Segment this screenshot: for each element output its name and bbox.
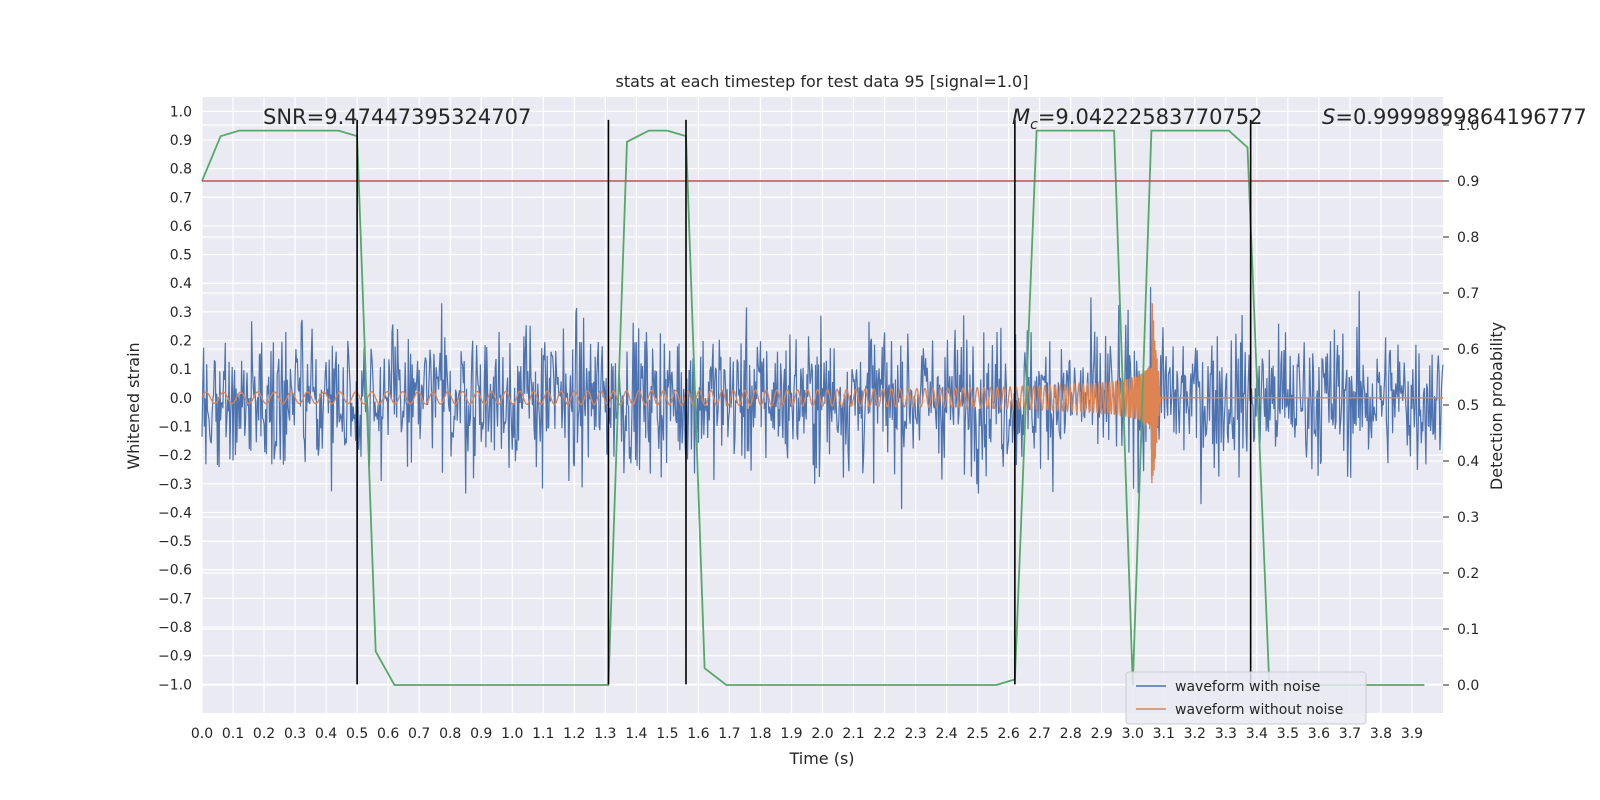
y-tick-label: 0.9	[170, 133, 192, 149]
x-tick-label: 0.4	[315, 726, 337, 742]
x-tick-label: 1.6	[687, 726, 709, 742]
x-tick-label: 0.5	[346, 726, 368, 742]
x-tick-label: 0.3	[284, 726, 306, 742]
x-tick-label: 1.1	[532, 726, 554, 742]
x-tick-label: 2.1	[842, 726, 864, 742]
y-tick-label: 0.2	[170, 334, 192, 350]
y-tick-label: 0.0	[170, 391, 192, 407]
x-tick-label: 3.4	[1246, 726, 1268, 742]
x-tick-label: 2.0	[811, 726, 833, 742]
x-tick-label: 0.9	[470, 726, 492, 742]
y-tick-label: −0.4	[158, 505, 192, 521]
x-tick-label: 3.7	[1339, 726, 1361, 742]
x-tick-label: 3.9	[1401, 726, 1423, 742]
mc-symbol: M	[1012, 105, 1030, 129]
snr-annotation: SNR=9.47447395324707	[263, 105, 531, 129]
y2-tick-label: 1.0	[1457, 118, 1479, 134]
legend: waveform with noise waveform without noi…	[1125, 671, 1367, 725]
mc-subscript: c	[1030, 117, 1038, 133]
x-axis-label: Time (s)	[788, 749, 854, 768]
x-tick-label: 3.6	[1308, 726, 1330, 742]
y2-axis-label: Detection probability	[1487, 322, 1506, 490]
x-tick-label: 2.9	[1091, 726, 1113, 742]
y-tick-label: 0.8	[170, 162, 192, 178]
y-tick-label: −0.7	[158, 591, 192, 607]
x-tick-label: 1.3	[594, 726, 616, 742]
y-tick-label: 0.5	[170, 248, 192, 264]
s-value: =0.9999899864196777	[1335, 105, 1586, 129]
y2-ticks: 1.0 0.9 0.8 0.7 0.6 0.5 0.4 0.3 0.2 0.1 0.0	[1443, 118, 1479, 694]
y-axis-label: Whitened strain	[124, 342, 143, 469]
s-symbol: S	[1322, 105, 1335, 129]
y-tick-label: 0.7	[170, 190, 192, 206]
x-tick-label: 1.8	[749, 726, 771, 742]
y2-tick-label: 0.5	[1457, 398, 1479, 414]
x-tick-label: 3.5	[1277, 726, 1299, 742]
x-tick-label: 1.5	[656, 726, 678, 742]
x-tick-label: 2.2	[873, 726, 895, 742]
x-tick-label: 2.5	[966, 726, 988, 742]
x-tick-label: 2.4	[935, 726, 957, 742]
mc-annotation: Mc=9.04222583770752	[1012, 105, 1263, 133]
x-tick-label: 1.7	[718, 726, 740, 742]
y-tick-label: −0.2	[158, 448, 192, 464]
x-tick-label: 3.3	[1215, 726, 1237, 742]
x-ticks: 0.0 0.1 0.2 0.3 0.4 0.5 0.6 0.7 0.8 0.9 1.0 1.1 1.2 1…	[191, 726, 1423, 742]
y-tick-label: −0.6	[158, 563, 192, 579]
x-tick-label: 1.2	[563, 726, 585, 742]
x-tick-label: 2.6	[998, 726, 1020, 742]
noise-line	[201, 287, 1444, 510]
series-waveform-without-noise	[201, 303, 1443, 484]
x-tick-label: 3.8	[1370, 726, 1392, 742]
x-tick-label: 0.1	[222, 726, 244, 742]
y2-tick-label: 0.3	[1457, 510, 1479, 526]
chart-title: stats at each timestep for test data 95 …	[616, 72, 1029, 91]
x-tick-label: 3.0	[1122, 726, 1144, 742]
y2-tick-label: 0.2	[1457, 566, 1479, 582]
clean-line	[201, 303, 1443, 484]
y2-tick-label: 0.7	[1457, 286, 1479, 302]
x-tick-label: 1.9	[780, 726, 802, 742]
series-detection-probability	[201, 129, 1425, 686]
y-ticks: 1.0 0.9 0.8 0.7 0.6 0.5 0.4 0.3 0.2 0.1 0.0 −0.1 −0.…	[158, 104, 192, 693]
y2-tick-label: 0.9	[1457, 174, 1479, 190]
y2-tick-label: 0.0	[1457, 678, 1479, 694]
y-tick-label: −0.1	[158, 419, 192, 435]
y2-tick-label: 0.4	[1457, 454, 1479, 470]
x-tick-label: 2.7	[1029, 726, 1051, 742]
x-tick-label: 1.0	[501, 726, 523, 742]
x-tick-label: 3.1	[1153, 726, 1175, 742]
y-tick-label: 0.4	[170, 276, 192, 292]
y2-tick-label: 0.1	[1457, 622, 1479, 638]
y2-tick-label: 0.8	[1457, 230, 1479, 246]
y2-tick-label: 0.6	[1457, 342, 1479, 358]
legend-label-noise: waveform with noise	[1175, 679, 1320, 695]
y-tick-label: 1.0	[170, 104, 192, 120]
x-tick-label: 2.3	[904, 726, 926, 742]
y-tick-label: −1.0	[158, 677, 192, 693]
x-tick-label: 1.4	[625, 726, 647, 742]
legend-frame	[1125, 671, 1367, 725]
y-tick-label: 0.6	[170, 219, 192, 235]
x-tick-label: 0.2	[253, 726, 275, 742]
vertical-lines	[356, 119, 1252, 685]
x-tick-label: 0.7	[408, 726, 430, 742]
y-tick-label: −0.9	[158, 649, 192, 665]
x-tick-label: 0.8	[439, 726, 461, 742]
x-tick-label: 2.8	[1060, 726, 1082, 742]
probability-line	[201, 129, 1425, 686]
series-waveform-with-noise	[201, 287, 1444, 510]
x-tick-label: 3.2	[1184, 726, 1206, 742]
s-annotation: S=0.9999899864196777	[1322, 105, 1587, 129]
x-tick-label: 0.6	[377, 726, 399, 742]
y-tick-label: −0.5	[158, 534, 192, 550]
y-tick-label: −0.8	[158, 620, 192, 636]
x-tick-label: 0.0	[191, 726, 213, 742]
y-tick-label: 0.1	[170, 362, 192, 378]
legend-label-clean: waveform without noise	[1175, 702, 1343, 718]
y-tick-label: 0.3	[170, 305, 192, 321]
y-tick-label: −0.3	[158, 477, 192, 493]
mc-value: =9.04222583770752	[1038, 105, 1263, 129]
